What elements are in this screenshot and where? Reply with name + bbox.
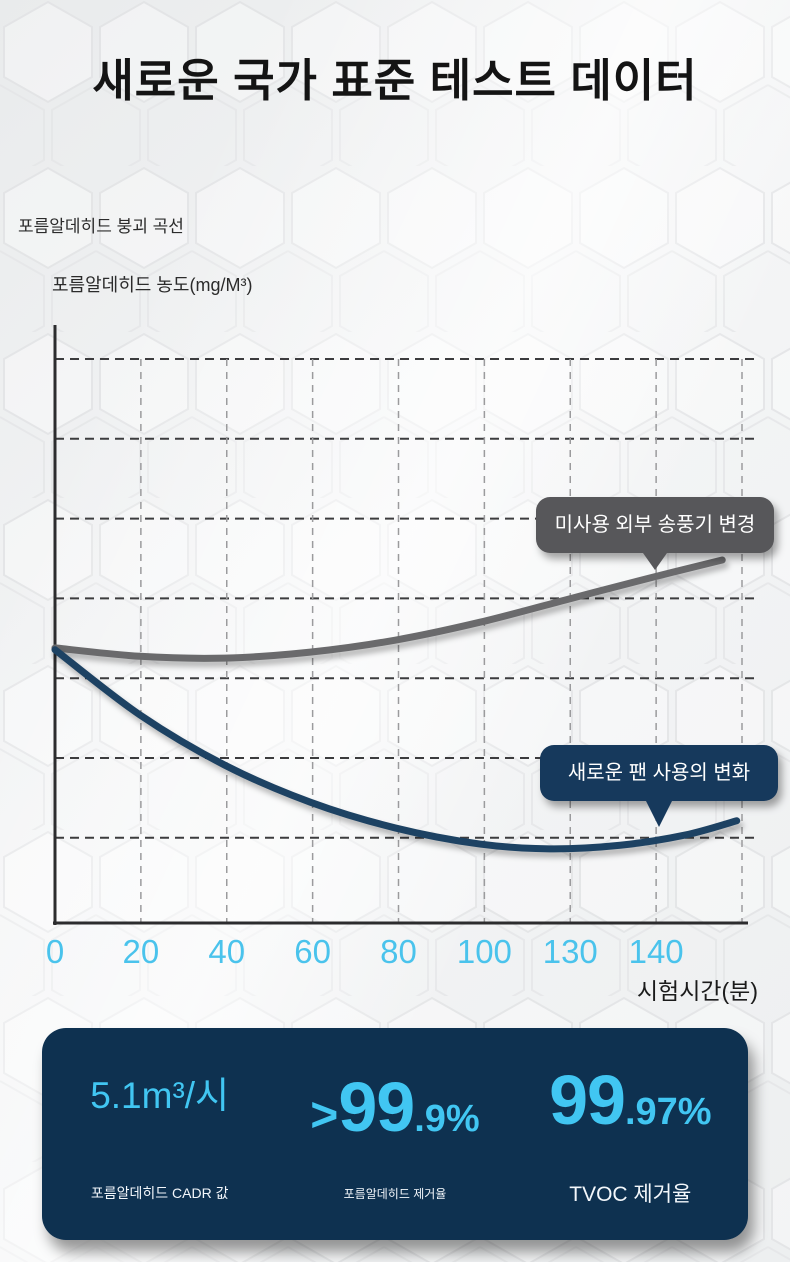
x-tick-label: 60 bbox=[294, 933, 331, 970]
curve-series-0 bbox=[51, 556, 726, 662]
stat-value-big: 5.1m³/시 bbox=[90, 1075, 230, 1116]
x-tick-label: 0 bbox=[45, 933, 65, 970]
callout-series-navy: 새로운 팬 사용의 변화 bbox=[540, 745, 778, 801]
stat-value-big: 99 bbox=[338, 1067, 415, 1146]
stat-tvoc-removal: 99.97% TVOC 제거율 bbox=[513, 1028, 748, 1240]
y-axis-label: 포름알데히드 농도(mg/M³) bbox=[52, 275, 253, 295]
x-axis-label: 시험시간(분) bbox=[636, 978, 758, 1004]
x-tick-label: 130 bbox=[542, 933, 598, 970]
x-tick-label: 40 bbox=[208, 933, 246, 970]
x-tick-label: 140 bbox=[628, 933, 684, 970]
stat-cadr: 5.1m³/시 포름알데히드 CADR 값 bbox=[42, 1028, 277, 1240]
stat-value-small: .9% bbox=[414, 1097, 480, 1140]
page-title: 새로운 국가 표준 테스트 데이터 bbox=[92, 55, 698, 106]
x-tick-label: 100 bbox=[456, 933, 512, 970]
stat-tvoc-removal-caption: TVOC 제거율 bbox=[569, 1183, 692, 1206]
stat-cadr-value: 5.1m³/시 bbox=[90, 1065, 229, 1169]
callout-gray-label: 미사용 외부 송풍기 변경 bbox=[554, 514, 756, 536]
callout-navy-label: 새로운 팬 사용의 변화 bbox=[567, 762, 751, 784]
stat-value-small: .97% bbox=[624, 1091, 712, 1133]
stat-value-big: 99 bbox=[549, 1061, 626, 1139]
line-chart-canvas bbox=[51, 325, 758, 925]
stat-formaldehyde-removal: >99.9% 포름알데히드 제거율 bbox=[277, 1028, 512, 1240]
stat-formaldehyde-removal-caption: 포름알데히드 제거율 bbox=[343, 1186, 447, 1201]
stat-tvoc-removal-value: 99.97% bbox=[549, 1060, 712, 1164]
x-axis-ticks: 0 20 40 60 80 100 130 140 bbox=[0, 932, 790, 976]
stats-panel: 5.1m³/시 포름알데히드 CADR 값 >99.9% 포름알데히드 제거율 … bbox=[42, 1028, 748, 1240]
stat-formaldehyde-removal-value: >99.9% bbox=[310, 1067, 479, 1171]
curve-series-1 bbox=[51, 646, 741, 853]
x-tick-label: 80 bbox=[380, 933, 417, 970]
stat-cadr-caption: 포름알데히드 CADR 값 bbox=[90, 1185, 229, 1201]
chart-subtitle: 포름알데히드 붕괴 곡선 bbox=[18, 217, 184, 236]
callout-series-gray: 미사용 외부 송풍기 변경 bbox=[536, 497, 774, 553]
x-tick-label: 20 bbox=[122, 933, 160, 970]
stat-value-prefix: > bbox=[310, 1088, 339, 1142]
